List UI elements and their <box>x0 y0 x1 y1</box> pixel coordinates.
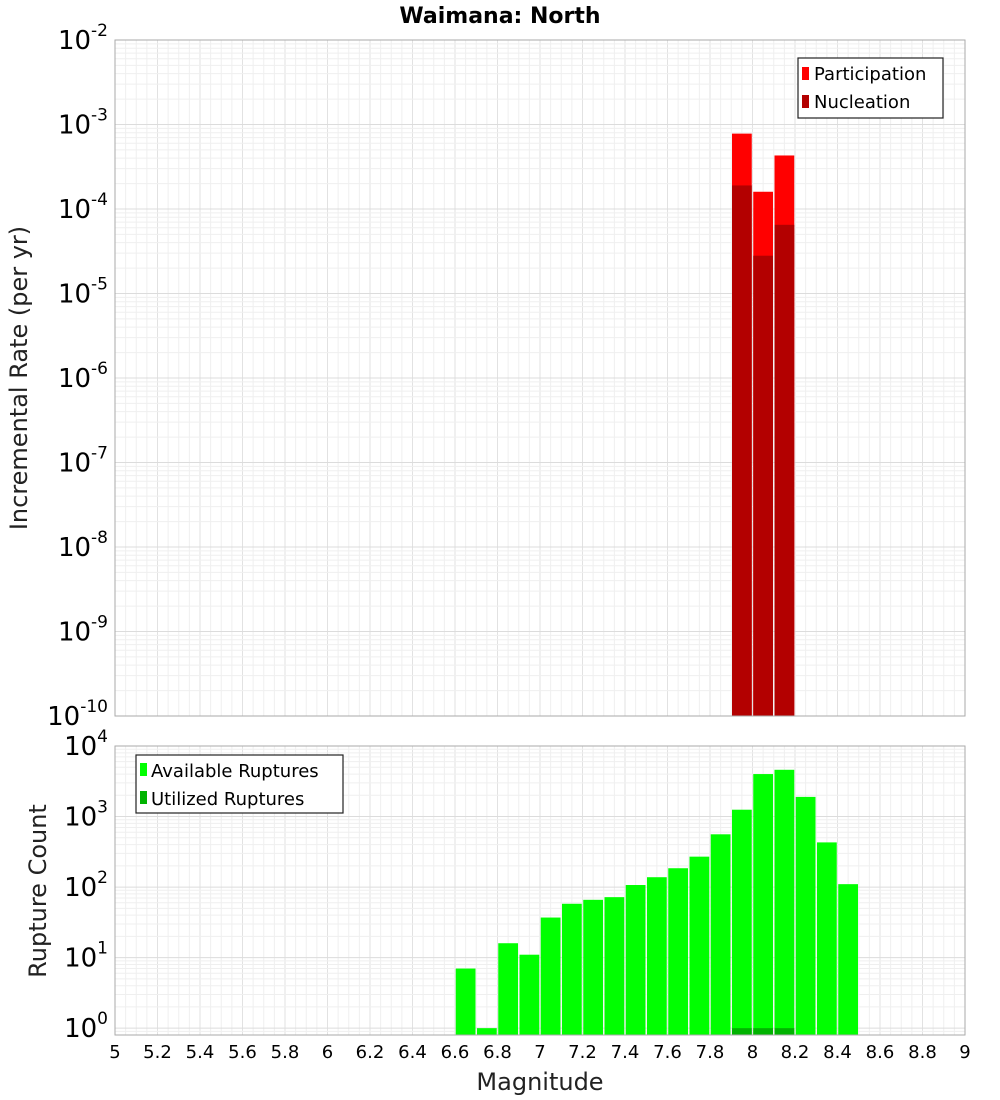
x-tick-label: 7.4 <box>611 1042 640 1063</box>
available-ruptures-bar <box>774 769 795 1035</box>
x-tick-label: 8 <box>747 1042 758 1063</box>
available-ruptures-bar <box>647 877 667 1035</box>
top-bars <box>732 133 795 717</box>
nucleation-bar <box>732 185 752 717</box>
available-ruptures-bar <box>689 856 710 1035</box>
x-tick-label: 8.4 <box>823 1042 852 1063</box>
bottom-y-axis-label: Rupture Count <box>24 804 52 978</box>
top-y-tick-label: 10-3 <box>58 106 108 141</box>
legend-swatch-available <box>140 763 147 776</box>
legend-label-nucleation: Nucleation <box>814 92 910 113</box>
available-ruptures-bar <box>604 897 625 1035</box>
top-y-tick-label: 10-2 <box>58 21 108 56</box>
bottom-legend-box <box>135 754 344 814</box>
available-ruptures-bar <box>498 943 518 1035</box>
legend-label-participation: Participation <box>814 64 926 85</box>
utilized-ruptures-bar <box>753 1028 773 1035</box>
top-y-tick-labels: 10-10 10-9 10-8 10-7 10-6 10-5 10-4 10-3 10-2 <box>47 21 108 732</box>
x-tick-label: 8.8 <box>908 1042 937 1063</box>
bottom-y-tick-label: 102 <box>64 868 108 903</box>
top-y-tick-label: 10-5 <box>58 275 108 310</box>
bottom-plot-frame <box>114 745 966 1036</box>
bottom-gridlines <box>114 745 966 1036</box>
top-legend-box <box>797 57 944 119</box>
available-ruptures-bar <box>562 903 582 1035</box>
x-tick-label: 6.8 <box>483 1042 512 1063</box>
available-ruptures-bar <box>583 899 603 1035</box>
top-y-tick-label: 10-8 <box>58 528 108 563</box>
available-ruptures-bar <box>519 954 540 1035</box>
top-y-axis-label: Incremental Rate (per yr) <box>5 226 33 530</box>
available-ruptures-bar <box>668 868 688 1035</box>
top-y-tick-label: 10-7 <box>58 444 108 479</box>
legend-label-utilized: Utilized Ruptures <box>151 789 304 810</box>
utilized-ruptures-bar <box>774 1028 795 1035</box>
bottom-bars <box>455 769 858 1035</box>
legend-swatch-participation <box>802 67 809 80</box>
available-ruptures-bar <box>625 885 646 1035</box>
bottom-y-tick-labels: 100 101 102 103 104 <box>64 727 108 1044</box>
top-y-tick-label: 10-6 <box>58 359 108 394</box>
x-tick-label: 7.8 <box>696 1042 725 1063</box>
x-tick-label: 7 <box>534 1042 545 1063</box>
x-tick-label: 6.4 <box>398 1042 427 1063</box>
x-tick-label: 5.2 <box>143 1042 172 1063</box>
x-tick-label: 6 <box>322 1042 333 1063</box>
x-tick-label: 5.8 <box>271 1042 300 1063</box>
bottom-legend: Available Ruptures Utilized Ruptures <box>135 754 344 814</box>
available-ruptures-bar <box>838 884 858 1035</box>
available-ruptures-bar <box>477 1028 497 1035</box>
available-ruptures-bar <box>710 834 731 1035</box>
available-ruptures-bar <box>732 809 752 1035</box>
x-tick-label: 5.6 <box>228 1042 257 1063</box>
x-tick-label: 6.2 <box>356 1042 385 1063</box>
x-tick-label: 8.2 <box>781 1042 810 1063</box>
legend-label-available: Available Ruptures <box>151 761 319 782</box>
top-y-tick-label: 10-4 <box>58 190 108 225</box>
x-tick-label: 5 <box>109 1042 120 1063</box>
x-tick-labels: 5 5.2 5.4 5.6 5.8 6 6.2 6.4 6.6 6.8 7 7.2 7.4 7.6 7.8 8… <box>109 1042 970 1063</box>
legend-swatch-utilized <box>140 791 147 804</box>
nucleation-bar <box>774 224 795 716</box>
x-tick-label: 9 <box>959 1042 970 1063</box>
bottom-plot-panel: 100 101 102 103 104 5 5.2 5.4 5.6 5.8 6 6.2 6.4 6.6 6… <box>24 727 971 1096</box>
x-tick-label: 7.6 <box>653 1042 682 1063</box>
available-ruptures-bar <box>540 917 561 1035</box>
top-plot-frame <box>114 39 966 717</box>
legend-swatch-nucleation <box>802 95 809 108</box>
available-ruptures-bar <box>817 842 837 1035</box>
nucleation-bar <box>753 255 773 716</box>
chart-title: Waimana: North <box>399 4 600 29</box>
x-tick-label: 6.6 <box>441 1042 470 1063</box>
top-y-tick-label: 10-9 <box>58 613 108 648</box>
bottom-y-tick-label: 103 <box>64 798 108 833</box>
x-axis-label: Magnitude <box>476 1068 603 1096</box>
bottom-y-tick-label: 104 <box>64 727 108 762</box>
x-tick-label: 7.2 <box>568 1042 597 1063</box>
x-tick-label: 8.6 <box>866 1042 895 1063</box>
available-ruptures-bar <box>455 968 476 1035</box>
bottom-y-tick-label: 101 <box>64 939 108 974</box>
top-y-tick-label: 10-10 <box>47 697 108 732</box>
utilized-ruptures-bar <box>732 1028 752 1035</box>
top-plot-panel: 10-10 10-9 10-8 10-7 10-6 10-5 10-4 10-3 10-2 In… <box>5 21 966 732</box>
bottom-y-tick-label: 100 <box>64 1009 108 1044</box>
x-tick-label: 5.4 <box>186 1042 215 1063</box>
available-ruptures-bar <box>795 796 816 1035</box>
top-legend: Participation Nucleation <box>797 57 944 119</box>
available-ruptures-bar <box>753 774 773 1035</box>
top-gridlines <box>114 39 966 717</box>
